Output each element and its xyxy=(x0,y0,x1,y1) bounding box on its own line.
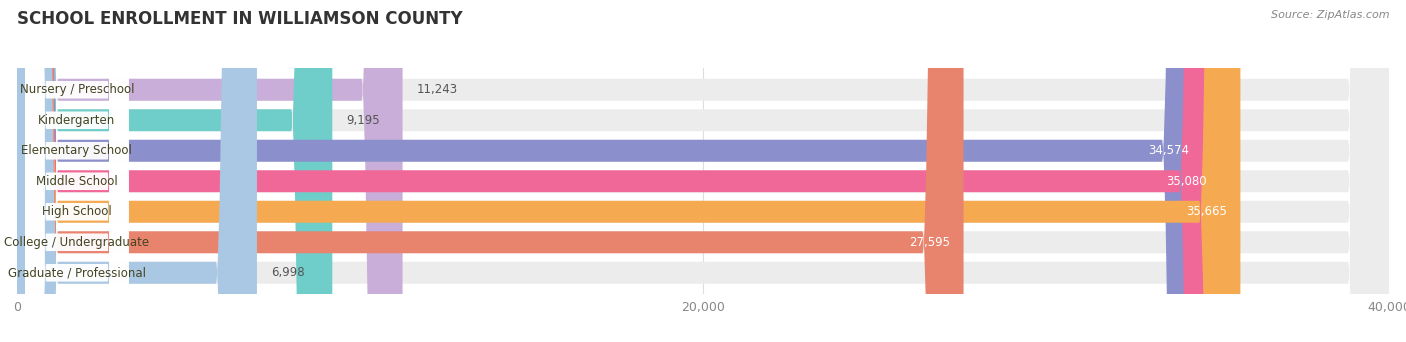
FancyBboxPatch shape xyxy=(17,0,1389,342)
Text: 11,243: 11,243 xyxy=(416,83,457,96)
Text: Middle School: Middle School xyxy=(37,175,118,188)
Text: Source: ZipAtlas.com: Source: ZipAtlas.com xyxy=(1271,10,1389,20)
FancyBboxPatch shape xyxy=(17,0,1389,342)
Text: SCHOOL ENROLLMENT IN WILLIAMSON COUNTY: SCHOOL ENROLLMENT IN WILLIAMSON COUNTY xyxy=(17,10,463,28)
Text: Graduate / Professional: Graduate / Professional xyxy=(8,266,146,279)
Text: High School: High School xyxy=(42,205,112,218)
FancyBboxPatch shape xyxy=(17,0,257,342)
FancyBboxPatch shape xyxy=(25,0,128,342)
Text: 34,574: 34,574 xyxy=(1149,144,1189,157)
FancyBboxPatch shape xyxy=(17,0,332,342)
FancyBboxPatch shape xyxy=(17,0,963,342)
FancyBboxPatch shape xyxy=(17,0,1389,342)
FancyBboxPatch shape xyxy=(17,0,1389,342)
FancyBboxPatch shape xyxy=(25,0,128,342)
FancyBboxPatch shape xyxy=(17,0,1389,342)
Text: Kindergarten: Kindergarten xyxy=(38,114,115,127)
FancyBboxPatch shape xyxy=(25,0,128,342)
Text: 9,195: 9,195 xyxy=(346,114,380,127)
Text: Nursery / Preschool: Nursery / Preschool xyxy=(20,83,134,96)
FancyBboxPatch shape xyxy=(25,0,128,342)
Text: College / Undergraduate: College / Undergraduate xyxy=(4,236,149,249)
Text: 35,665: 35,665 xyxy=(1185,205,1226,218)
Text: 6,998: 6,998 xyxy=(271,266,304,279)
Text: 35,080: 35,080 xyxy=(1166,175,1206,188)
FancyBboxPatch shape xyxy=(17,0,402,342)
FancyBboxPatch shape xyxy=(25,0,128,342)
Text: 27,595: 27,595 xyxy=(908,236,950,249)
FancyBboxPatch shape xyxy=(17,0,1240,342)
FancyBboxPatch shape xyxy=(25,0,128,342)
Text: Elementary School: Elementary School xyxy=(21,144,132,157)
FancyBboxPatch shape xyxy=(17,0,1204,342)
FancyBboxPatch shape xyxy=(17,0,1389,342)
FancyBboxPatch shape xyxy=(25,0,128,342)
FancyBboxPatch shape xyxy=(17,0,1220,342)
FancyBboxPatch shape xyxy=(17,0,1389,342)
